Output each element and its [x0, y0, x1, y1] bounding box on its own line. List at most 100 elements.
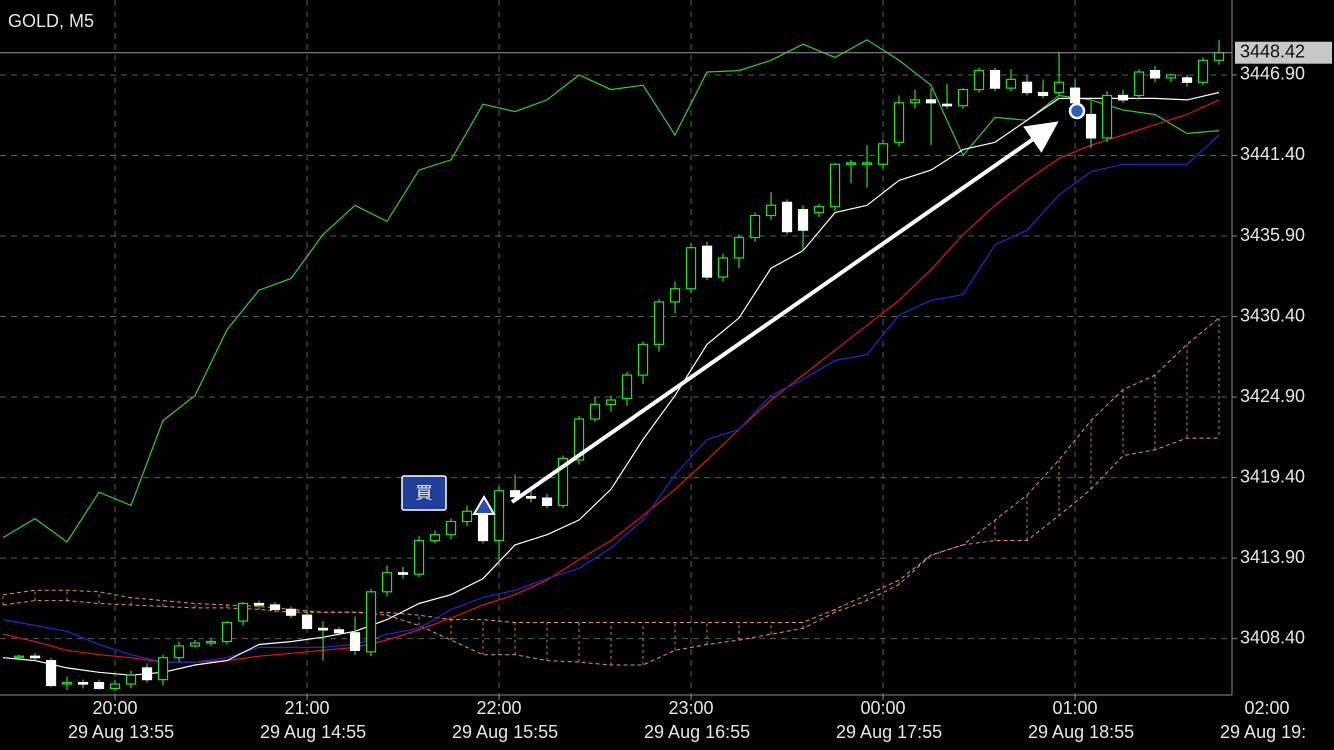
candle-body	[829, 163, 841, 208]
x-tick-label-secondary: 29 Aug 19:	[1220, 722, 1306, 742]
candle-body	[1165, 74, 1177, 79]
candle-body	[253, 602, 265, 606]
current-price-label: 3448.42	[1240, 41, 1305, 61]
candle-body	[989, 69, 1001, 89]
candle-body	[141, 667, 153, 681]
candle-body	[541, 497, 553, 507]
candle-body	[557, 457, 569, 507]
candle-body	[1117, 94, 1129, 101]
candle-body	[941, 103, 953, 107]
indicator-line	[2, 99, 1220, 663]
candle-body	[397, 572, 409, 575]
x-tick-label: 00:00	[861, 698, 906, 718]
chart-title: GOLD, M5	[8, 11, 94, 31]
candle-body	[461, 510, 473, 523]
candle-body	[1149, 69, 1161, 79]
candle-body	[317, 627, 329, 631]
candle-body	[285, 608, 297, 616]
candle-body	[61, 681, 73, 685]
candle-body	[301, 614, 313, 629]
candle-body	[893, 102, 905, 143]
exit-marker	[1068, 102, 1086, 120]
candle-body	[605, 399, 617, 405]
candle-body	[733, 236, 745, 259]
grid	[0, 0, 1232, 695]
candle-body	[29, 655, 41, 659]
candle-body	[861, 162, 873, 165]
buy-label: 買	[416, 483, 433, 502]
axes: 3446.90 3441.40 3435.90 3430.40 3424.90 3419.…	[0, 41, 1332, 742]
x-tick-label-secondary: 29 Aug 16:55	[644, 722, 750, 742]
candle-body	[349, 632, 361, 651]
y-tick-label: 3435.90	[1240, 225, 1305, 245]
candle-body	[445, 520, 457, 536]
candle-body	[1085, 113, 1097, 139]
x-tick-label: 02:00	[1245, 698, 1290, 718]
candle-body	[957, 89, 969, 107]
candle-body	[93, 681, 105, 690]
candle-body	[269, 604, 281, 610]
y-tick-label: 3419.40	[1240, 466, 1305, 486]
candle-body	[925, 99, 937, 104]
candle-body	[573, 418, 585, 461]
x-tick-label-secondary: 29 Aug 15:55	[452, 722, 558, 742]
y-tick-label: 3430.40	[1240, 305, 1305, 325]
candle-body	[685, 247, 697, 290]
y-tick-label: 3408.40	[1240, 627, 1305, 647]
x-tick-label-secondary: 29 Aug 17:55	[836, 722, 942, 742]
y-tick-label: 3424.90	[1240, 386, 1305, 406]
candle-body	[813, 206, 825, 214]
candle-body	[413, 539, 425, 575]
candle-body	[381, 572, 393, 593]
candle-body	[125, 674, 137, 685]
candle-body	[1005, 78, 1017, 89]
x-tick-label-secondary: 29 Aug 14:55	[260, 722, 366, 742]
candle-body	[669, 288, 681, 303]
candle-body	[1053, 81, 1065, 94]
candle-body	[157, 657, 169, 681]
y-tick-label: 3413.90	[1240, 547, 1305, 567]
candle-body	[909, 99, 921, 104]
candle-body	[77, 681, 89, 685]
indicators	[2, 39, 1220, 676]
y-tick-label: 3446.90	[1240, 64, 1305, 84]
candle-body	[653, 301, 665, 345]
cloud-span-a	[2, 317, 1220, 666]
candle-body	[1197, 59, 1209, 83]
x-tick-label-secondary: 29 Aug 18:55	[1028, 722, 1134, 742]
candle-body	[429, 534, 441, 542]
candle-body	[333, 629, 345, 634]
x-tick-label: 22:00	[477, 698, 522, 718]
y-tick-label: 3441.40	[1240, 144, 1305, 164]
candle-body	[1133, 71, 1145, 97]
candle-body	[589, 403, 601, 420]
candle-body	[477, 513, 489, 542]
candle-body	[1213, 52, 1225, 61]
x-tick-label: 20:00	[93, 698, 138, 718]
candle-body	[221, 621, 233, 643]
candle-body	[1069, 87, 1081, 104]
x-tick-label-secondary: 29 Aug 13:55	[68, 722, 174, 742]
candle-body	[765, 204, 777, 217]
candle-body	[621, 374, 633, 400]
trade-annotations: 買	[401, 102, 1086, 515]
candle-body	[493, 490, 505, 542]
candle-body	[45, 659, 57, 687]
candle-body	[509, 490, 521, 498]
candle-body	[1181, 77, 1193, 83]
candle-body	[205, 640, 217, 644]
x-tick-label: 01:00	[1053, 698, 1098, 718]
candle-body	[525, 496, 537, 499]
candle-body	[637, 343, 649, 376]
candle-body	[173, 645, 185, 659]
x-tick-label: 21:00	[285, 698, 330, 718]
indicator-line	[2, 91, 1220, 676]
buy-arrow-icon	[472, 495, 496, 515]
candle-body	[877, 143, 889, 165]
candle-body	[797, 209, 809, 231]
candle-body	[781, 201, 793, 233]
candle-body	[13, 655, 25, 659]
